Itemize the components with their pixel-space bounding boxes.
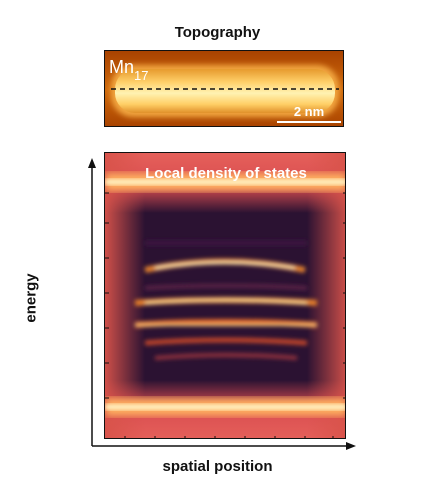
x-arrow-head — [346, 442, 356, 450]
molecule-label: Mn17 — [109, 57, 148, 83]
topography-image: Mn17 2 nm — [104, 50, 344, 127]
topography-title: Topography — [174, 24, 261, 41]
molecule-chain — [115, 69, 335, 113]
ldos-bands — [134, 240, 318, 360]
y-axis-label: energy — [22, 273, 40, 323]
topography-svg: Mn17 2 nm — [105, 51, 343, 126]
ldos-title: Local density of states — [145, 165, 307, 182]
ldos-ticks — [105, 192, 345, 438]
x-axis-label: spatial position — [162, 458, 273, 475]
scale-bar-label: 2 nm — [294, 104, 324, 119]
y-arrow-head — [88, 158, 96, 168]
ldos-image: Local density of states — [104, 152, 346, 439]
ldos-svg: Local density of states — [105, 153, 345, 438]
